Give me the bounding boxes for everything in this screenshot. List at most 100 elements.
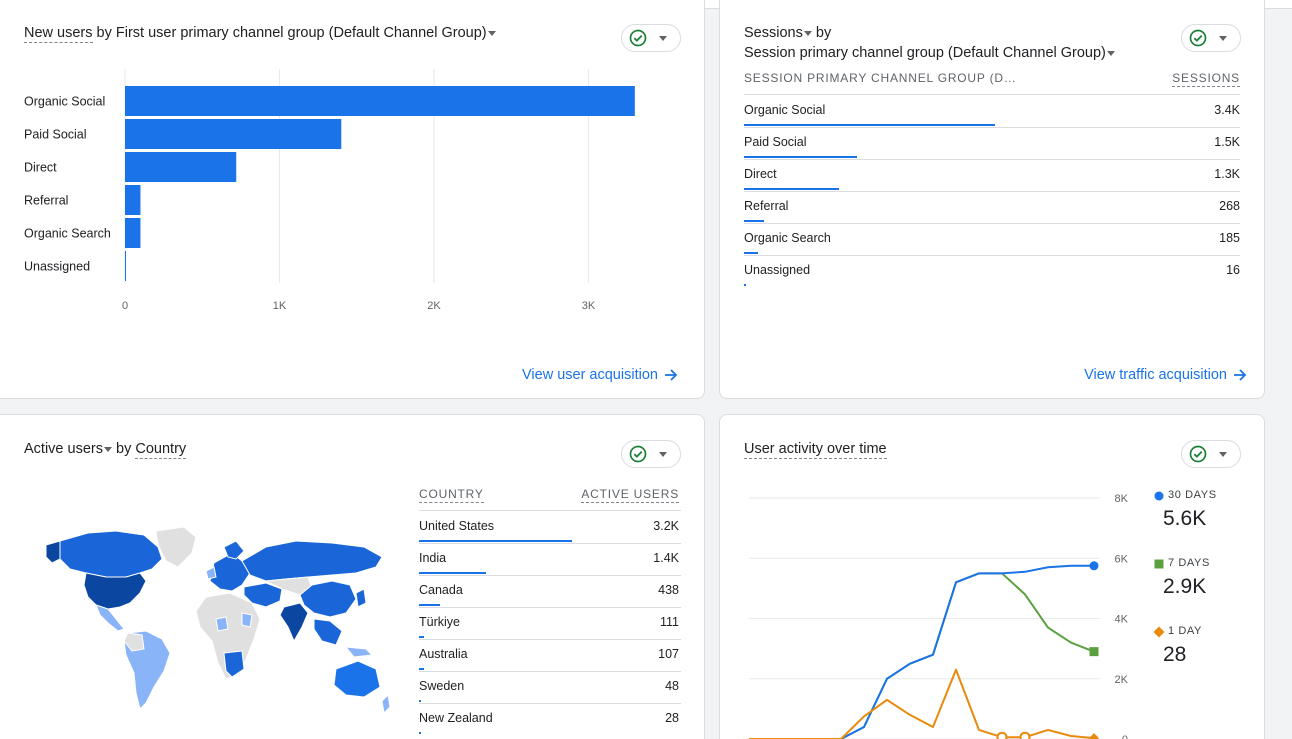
table-row-label[interactable]: Unassigned xyxy=(744,263,811,277)
table-row-label[interactable]: Türkiye xyxy=(419,615,460,629)
y-tick-label: 6K xyxy=(1115,553,1129,565)
bar[interactable] xyxy=(125,185,141,215)
share-bar xyxy=(419,604,440,606)
map-region-india[interactable] xyxy=(279,602,309,643)
table-row-value: 16 xyxy=(1226,263,1240,277)
legend-diamond-icon xyxy=(1153,626,1165,638)
series-30-days-line xyxy=(749,564,1094,739)
map-region-australia[interactable] xyxy=(333,660,381,698)
column-header-dimension: SESSION PRIMARY CHANNEL GROUP (D… xyxy=(744,71,1017,85)
map-region-indonesia[interactable] xyxy=(344,646,374,658)
bar[interactable] xyxy=(125,152,237,182)
share-bar xyxy=(744,220,764,222)
x-tick-label: 0 xyxy=(122,300,128,312)
dimension-selector[interactable]: Country xyxy=(135,441,187,459)
map-region-alaska[interactable] xyxy=(46,540,61,564)
map-region-south-africa[interactable] xyxy=(223,650,245,678)
metric-label: Active users xyxy=(24,441,103,457)
table-row-label[interactable]: Organic Social xyxy=(744,103,826,117)
share-bar xyxy=(419,700,421,702)
map-region-china[interactable] xyxy=(299,580,357,618)
arrow-right-icon xyxy=(664,369,678,381)
table-row-label[interactable]: Australia xyxy=(419,647,468,661)
table-row-label[interactable]: United States xyxy=(419,519,495,533)
header-divider xyxy=(744,94,1240,95)
row-divider xyxy=(744,127,1240,128)
view-traffic-acquisition-link[interactable]: View traffic acquisition xyxy=(1084,367,1247,383)
table-row-label[interactable]: Referral xyxy=(744,199,789,213)
map-region-mexico[interactable] xyxy=(95,604,125,632)
map-region-kenya[interactable] xyxy=(241,612,253,628)
comparison-status-button[interactable] xyxy=(621,24,681,52)
table-row-label[interactable]: Organic Search xyxy=(744,231,831,245)
bar[interactable] xyxy=(125,218,141,248)
y-category-label: Direct xyxy=(24,161,57,175)
series-7-days-end-marker xyxy=(1089,647,1099,657)
share-bar xyxy=(744,284,746,286)
comparison-status-button[interactable] xyxy=(1181,24,1241,52)
metric-selector[interactable]: New users xyxy=(24,25,93,43)
dimension-selector[interactable]: Session primary channel group (Default C… xyxy=(744,45,1115,61)
bar[interactable] xyxy=(125,119,342,149)
table-row-label[interactable]: Sweden xyxy=(419,679,465,693)
metric-selector[interactable]: Sessions xyxy=(744,25,812,41)
world-map[interactable] xyxy=(46,523,391,718)
comparison-status-button[interactable] xyxy=(1181,440,1241,468)
legend-label: 1 DAY xyxy=(1168,625,1202,637)
metric-label: Sessions xyxy=(744,25,803,41)
bar[interactable] xyxy=(125,86,635,116)
share-bar xyxy=(419,572,486,574)
map-region-united-states[interactable] xyxy=(83,572,147,610)
share-bar xyxy=(419,668,424,670)
map-region-southeast-asia[interactable] xyxy=(313,618,343,646)
y-tick-label: 8K xyxy=(1115,493,1129,505)
map-region-turkiye[interactable] xyxy=(243,582,283,608)
y-tick-label: 0 xyxy=(1122,734,1128,739)
title-by-text: by xyxy=(815,25,832,41)
map-region-greenland[interactable] xyxy=(155,526,197,568)
map-region-canada[interactable] xyxy=(59,530,163,578)
series-1-day-line xyxy=(749,668,1095,739)
table-row-value: 3.2K xyxy=(653,519,679,533)
legend-value: 5.6K xyxy=(1163,507,1207,530)
share-bar xyxy=(744,188,839,190)
table-row-label[interactable]: New Zealand xyxy=(419,711,493,725)
table-row-value: 1.3K xyxy=(1214,167,1240,181)
table-row-value: 438 xyxy=(658,583,679,597)
card-title: User activity over time xyxy=(744,441,887,459)
share-bar xyxy=(744,156,857,158)
column-header-active-users[interactable]: ACTIVE USERS xyxy=(581,487,679,503)
chevron-down-icon xyxy=(1106,50,1115,56)
map-region-japan[interactable] xyxy=(355,588,367,608)
table-row-value: 3.4K xyxy=(1214,103,1240,117)
column-header-country[interactable]: COUNTRY xyxy=(419,487,484,503)
map-region-europe[interactable] xyxy=(209,552,251,592)
map-region-scandinavia[interactable] xyxy=(223,540,245,560)
series-1-day-point-marker xyxy=(1019,731,1031,739)
legend-circle-icon xyxy=(1154,491,1164,501)
map-region-russia[interactable] xyxy=(241,540,383,582)
check-circle-icon xyxy=(629,445,647,463)
map-region-andes[interactable] xyxy=(123,632,145,652)
y-category-label: Organic Search xyxy=(24,227,111,241)
map-region-nigeria[interactable] xyxy=(215,616,229,632)
legend-value: 28 xyxy=(1163,643,1187,666)
card-title: New users by First user primary channel … xyxy=(24,25,496,43)
table-row-label[interactable]: Paid Social xyxy=(744,135,807,149)
view-user-acquisition-link[interactable]: View user acquisition xyxy=(522,367,678,383)
comparison-status-button[interactable] xyxy=(621,440,681,468)
chevron-down-icon xyxy=(103,446,112,452)
card-title-label[interactable]: User activity over time xyxy=(744,441,887,459)
check-circle-icon xyxy=(629,29,647,47)
metric-selector[interactable]: Active users xyxy=(24,441,112,457)
bar[interactable] xyxy=(125,251,126,281)
map-region-new-zealand[interactable] xyxy=(381,693,391,715)
title-by-text: by xyxy=(96,25,112,41)
table-row-label[interactable]: India xyxy=(419,551,447,565)
map-region-uk[interactable] xyxy=(205,566,217,580)
table-row-label[interactable]: Canada xyxy=(419,583,463,597)
series-30-days-end-marker xyxy=(1089,561,1099,571)
column-header-sessions[interactable]: SESSIONS xyxy=(1172,71,1240,87)
table-row-label[interactable]: Direct xyxy=(744,167,777,181)
dimension-selector[interactable]: First user primary channel group (Defaul… xyxy=(116,25,496,41)
